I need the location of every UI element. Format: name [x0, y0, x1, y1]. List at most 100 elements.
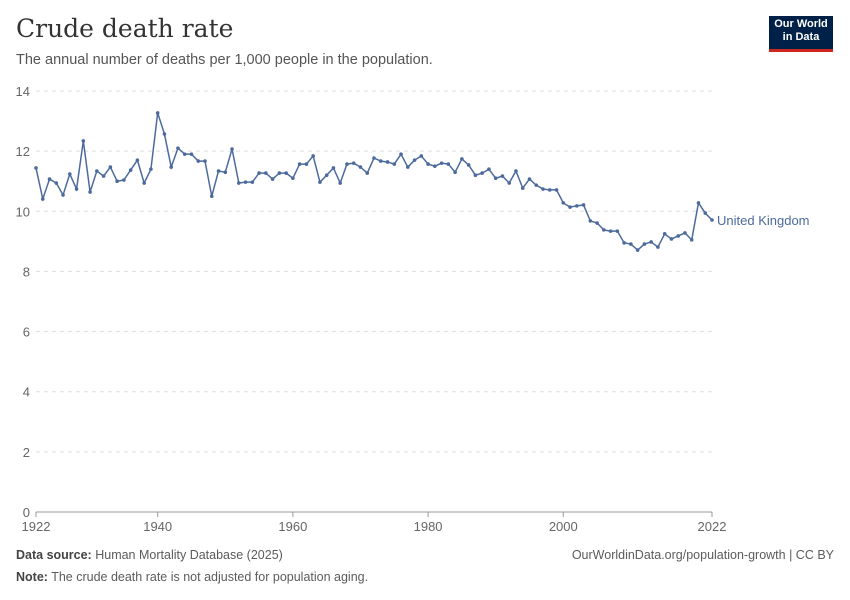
data-point — [480, 171, 484, 175]
x-tick-label: 1980 — [414, 519, 443, 534]
data-point — [311, 154, 315, 158]
data-point — [527, 177, 532, 181]
series-label: United Kingdom — [717, 213, 810, 228]
data-point — [149, 167, 153, 171]
data-point — [338, 181, 343, 185]
data-point — [696, 201, 701, 205]
data-point — [649, 240, 653, 244]
data-point — [176, 146, 180, 150]
data-point — [257, 171, 261, 175]
data-point — [561, 201, 566, 205]
data-point — [547, 188, 552, 192]
data-point — [514, 169, 518, 173]
y-tick-label: 14 — [16, 84, 30, 99]
data-point — [297, 162, 302, 166]
data-point — [602, 228, 606, 232]
owid-logo[interactable]: Our World in Data — [769, 16, 833, 52]
data-point — [385, 160, 390, 164]
data-point — [169, 165, 173, 169]
data-point — [230, 147, 234, 151]
data-point — [40, 197, 45, 201]
data-point — [128, 168, 133, 172]
data-point — [61, 193, 65, 197]
data-point — [507, 181, 512, 185]
data-point — [135, 158, 140, 162]
data-point — [460, 157, 464, 161]
note: Note: The crude death rate is not adjust… — [16, 570, 368, 584]
x-tick-label: 1960 — [278, 519, 307, 534]
data-point — [182, 152, 187, 156]
y-tick-label: 6 — [23, 325, 30, 340]
data-point — [439, 161, 444, 165]
data-point — [683, 231, 687, 235]
chart-title: Crude death rate — [16, 14, 234, 43]
data-point — [588, 219, 593, 223]
data-point — [629, 242, 633, 246]
data-point — [669, 237, 674, 241]
data-point — [304, 162, 309, 166]
data-point — [47, 177, 52, 181]
data-point — [392, 162, 397, 166]
data-point — [270, 177, 275, 181]
data-point — [487, 167, 491, 171]
data-point — [426, 162, 430, 166]
data-point — [345, 162, 349, 166]
data-point — [419, 154, 424, 158]
source-url[interactable]: OurWorldinData.org/population-growth | C… — [571, 548, 834, 562]
y-tick-label: 8 — [23, 264, 30, 279]
data-point — [81, 139, 86, 143]
data-point — [378, 159, 383, 163]
data-point — [595, 221, 599, 225]
data-point — [74, 187, 79, 191]
data-point — [615, 229, 620, 233]
x-tick-label: 1922 — [22, 519, 51, 534]
data-point — [358, 165, 363, 169]
y-tick-label: 12 — [16, 144, 30, 159]
data-point — [203, 159, 207, 163]
data-point — [88, 190, 92, 194]
data-point — [196, 159, 201, 163]
data-point — [568, 205, 572, 209]
data-point — [237, 181, 241, 185]
note-text: The crude death rate is not adjusted for… — [51, 570, 369, 584]
data-point — [676, 234, 680, 238]
data-point — [216, 169, 221, 173]
data-point — [412, 158, 417, 162]
y-tick-label: 0 — [23, 505, 30, 520]
data-point — [635, 248, 640, 252]
data-point — [372, 156, 376, 160]
data-point — [453, 170, 457, 174]
data-point — [324, 173, 329, 177]
data-point — [162, 132, 167, 136]
y-tick-label: 4 — [23, 385, 30, 400]
data-point — [34, 166, 38, 170]
data-point — [406, 165, 410, 169]
source-label: Data source: — [16, 548, 92, 562]
data-point — [142, 181, 146, 185]
x-tick-label: 2000 — [549, 519, 578, 534]
logo-line-2: in Data — [782, 31, 820, 43]
data-point — [399, 152, 403, 156]
data-point — [662, 232, 667, 236]
data-point — [493, 176, 498, 181]
note-label: Note: — [16, 570, 48, 584]
data-point — [473, 173, 478, 177]
data-point — [500, 174, 505, 178]
data-point — [284, 171, 288, 175]
data-point — [642, 242, 647, 246]
data-point — [209, 194, 214, 199]
data-point — [622, 241, 626, 245]
data-point — [250, 180, 255, 184]
data-point — [433, 164, 437, 168]
data-point — [155, 111, 160, 115]
data-point — [351, 161, 356, 165]
data-point — [710, 218, 714, 222]
data-point — [189, 152, 194, 156]
data-point — [277, 171, 282, 175]
y-tick-label: 2 — [23, 445, 30, 460]
data-point — [115, 179, 119, 184]
data-point — [520, 186, 525, 190]
data-point — [534, 183, 539, 187]
data-point — [68, 172, 72, 176]
